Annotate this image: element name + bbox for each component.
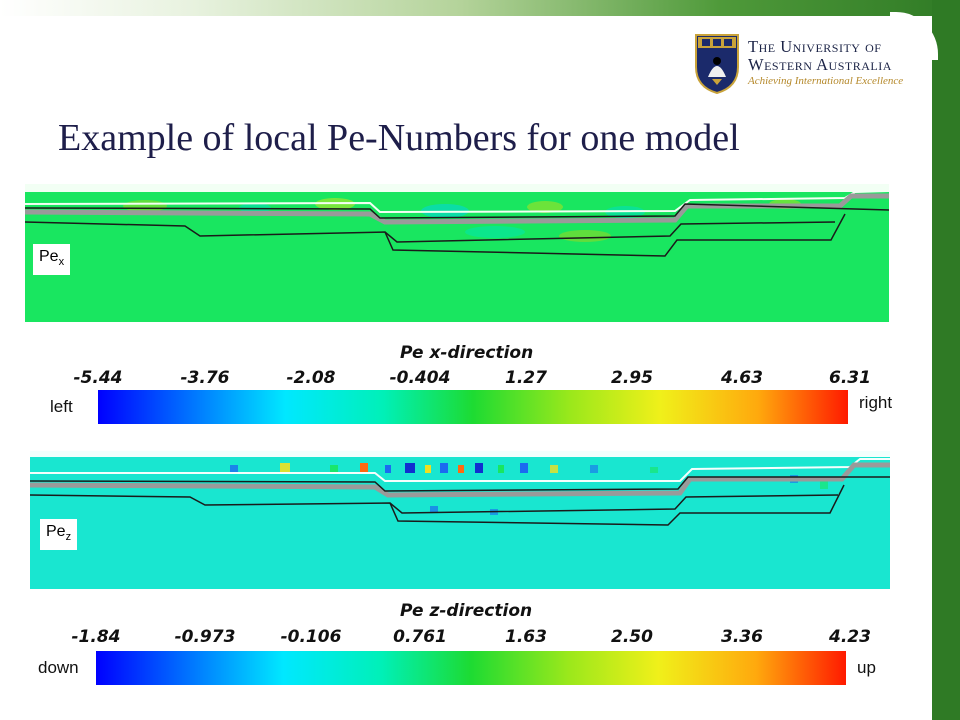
colorbar-tick-label: 2.95 xyxy=(611,368,653,388)
colorbar-tick-label: 1.27 xyxy=(505,368,547,388)
down-label: down xyxy=(38,658,79,677)
colorbar-tick-label: -0.973 xyxy=(174,627,236,647)
side-green-bar xyxy=(932,0,960,720)
right-label: right xyxy=(859,393,893,412)
pe-x-label: Pex xyxy=(33,244,71,276)
colorbar-tick-label: -1.84 xyxy=(71,627,121,647)
colorbar-tick-label: 6.31 xyxy=(829,368,871,388)
colorbar-tick-label: 4.23 xyxy=(829,627,871,647)
colorbar-tick-label: -3.76 xyxy=(180,368,230,388)
pe-z-field-plot: Pez xyxy=(30,451,890,589)
colorbar-tick-label: -0.404 xyxy=(389,368,451,388)
colorbar-tick-label: 3.36 xyxy=(721,627,763,647)
crest-icon xyxy=(695,34,739,95)
university-name-line1: The University of xyxy=(748,37,882,56)
colorbar-tick-label: 1.63 xyxy=(505,627,547,647)
university-motto: Achieving International Excellence xyxy=(748,75,904,87)
pe-x-colorbar-title: Pe x-direction xyxy=(400,343,534,363)
pe-x-colorbar xyxy=(98,390,848,424)
colorbar-tick-label: 0.761 xyxy=(393,627,447,647)
pe-z-label: Pez xyxy=(40,519,78,551)
colorbar-tick-label: 2.50 xyxy=(611,627,653,647)
colorbar-tick-label: 4.63 xyxy=(721,368,763,388)
left-label: left xyxy=(50,397,73,416)
slide-title: Example of local Pe-Numbers for one mode… xyxy=(58,117,740,159)
university-name-line2: Western Australia xyxy=(748,55,892,74)
university-logo: The University of Western Australia Achi… xyxy=(694,33,904,95)
pe-x-field-image xyxy=(25,184,889,257)
colorbar-tick-label: -0.106 xyxy=(280,627,342,647)
pe-z-field-image xyxy=(30,451,890,526)
colorbar-tick-label: -2.08 xyxy=(286,368,336,388)
pe-z-colorbar xyxy=(96,651,846,685)
up-label: up xyxy=(857,658,876,677)
pe-x-field-plot: Pex xyxy=(25,184,889,322)
pe-z-colorbar-title: Pe z-direction xyxy=(400,601,533,621)
colorbar-tick-label: -5.44 xyxy=(73,368,123,388)
header-gradient-bar xyxy=(0,0,960,16)
